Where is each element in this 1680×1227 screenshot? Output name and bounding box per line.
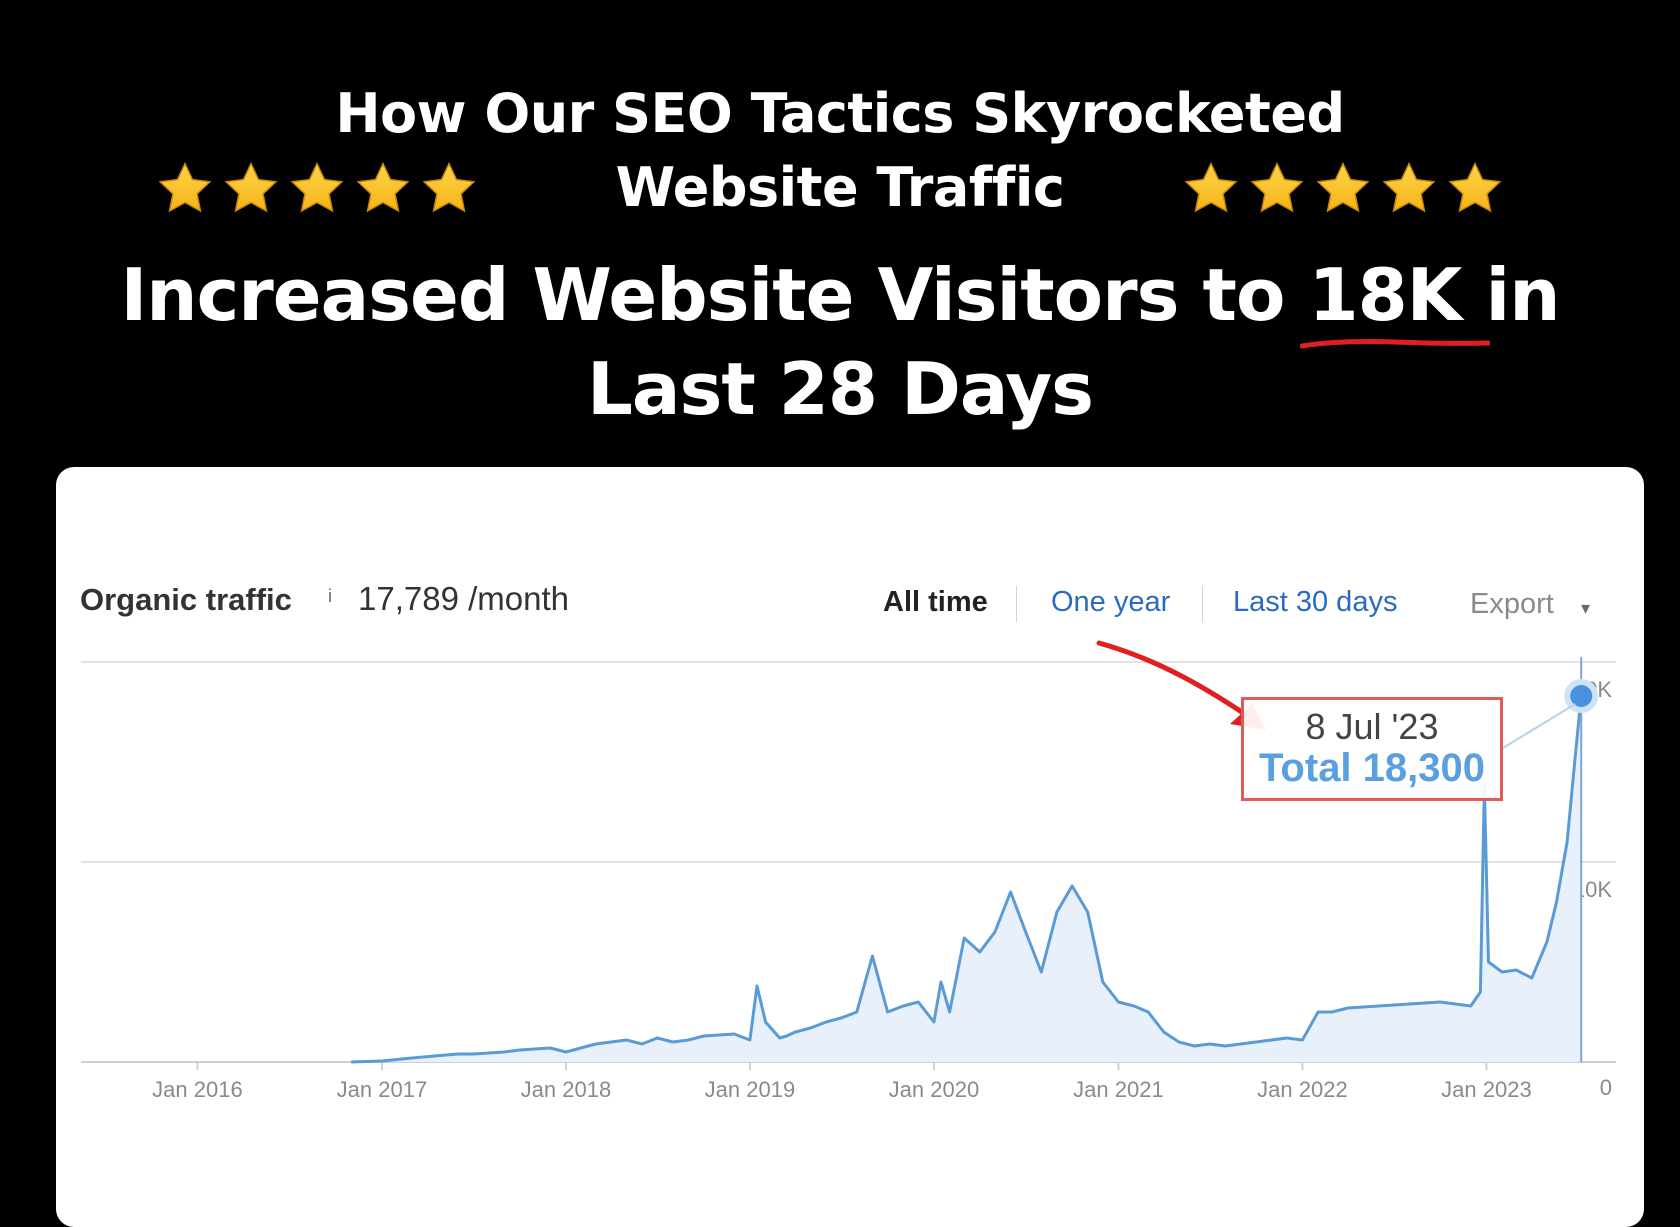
star-icon <box>288 160 346 218</box>
tooltip-connector <box>1502 703 1576 749</box>
x-tick-label: Jan 2018 <box>521 1077 612 1102</box>
headline-line-1: How Our SEO Tactics Skyrocketed <box>335 82 1345 145</box>
stars-right <box>1182 160 1504 218</box>
x-tick-label: Jan 2020 <box>889 1077 980 1102</box>
export-button[interactable]: Export <box>1470 588 1554 620</box>
star-icon <box>156 160 214 218</box>
star-icon <box>354 160 412 218</box>
range-one-year-button[interactable]: One year <box>1051 586 1171 618</box>
x-tick-label: Jan 2016 <box>152 1077 243 1102</box>
star-icon <box>1182 160 1240 218</box>
hover-point <box>1570 685 1593 707</box>
headline-highlight-text: 18K <box>1308 253 1462 337</box>
red-underline-icon <box>1300 339 1491 349</box>
y-tick-label: 0 <box>1600 1075 1612 1100</box>
series-line <box>351 695 1583 1064</box>
tooltip-date: 8 Jul '23 <box>1305 706 1439 747</box>
traffic-card <box>56 467 1644 1227</box>
chevron-down-icon[interactable]: ▾ <box>1581 598 1591 619</box>
star-icon <box>222 160 280 218</box>
x-tick-label: Jan 2022 <box>1257 1077 1348 1102</box>
headline-main-part2: in <box>1461 253 1561 337</box>
headline-main: Increased Website Visitors to 18K in Las… <box>0 248 1680 436</box>
star-icon <box>420 160 478 218</box>
info-icon[interactable]: i <box>328 586 332 606</box>
red-arrow-icon <box>1096 640 1261 726</box>
headline-line-2: Website Traffic <box>615 156 1065 219</box>
organic-traffic-chart: Jan 2016 Jan 2017 Jan 2018 Jan 2019 Jan 2020… <box>81 640 1616 1102</box>
range-divider <box>1202 586 1203 622</box>
panel-title: Organic traffic <box>80 582 292 617</box>
range-all-time-button[interactable]: All time <box>883 586 988 618</box>
star-icon <box>1248 160 1306 218</box>
headline-highlight: 18K <box>1300 248 1491 349</box>
panel-value: 17,789 /month <box>358 580 569 617</box>
tooltip-total: Total 18,300 <box>1258 746 1486 790</box>
range-divider <box>1016 586 1017 622</box>
x-tick-label: Jan 2019 <box>705 1077 796 1102</box>
range-last-30-days-button[interactable]: Last 30 days <box>1233 586 1398 618</box>
star-icon <box>1380 160 1438 218</box>
headline-main-part1: Increased Website Visitors to <box>120 253 1309 337</box>
x-tick-label: Jan 2021 <box>1073 1077 1164 1102</box>
tooltip-box: 8 Jul '23 Total 18,300 <box>1241 697 1503 801</box>
stars-left <box>156 160 478 218</box>
x-tick-label: Jan 2017 <box>337 1077 428 1102</box>
star-icon <box>1314 160 1372 218</box>
series-area <box>351 696 1582 1062</box>
star-icon <box>1446 160 1504 218</box>
x-tick-label: Jan 2023 <box>1441 1077 1532 1102</box>
headline-main-line2: Last 28 Days <box>587 347 1094 431</box>
